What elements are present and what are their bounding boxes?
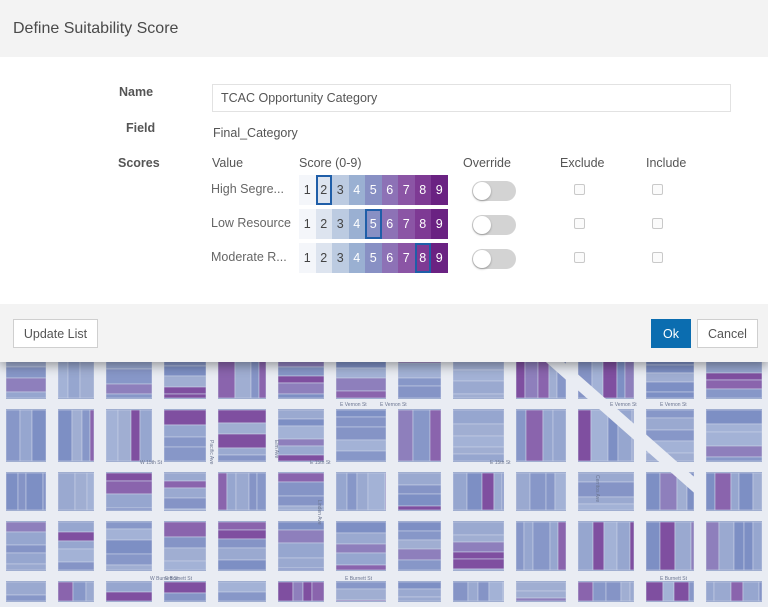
street-label: E Vernon St: [610, 402, 637, 408]
street-label: Linden Ave: [316, 500, 322, 525]
field-label: Field: [126, 121, 156, 135]
exclude-checkbox[interactable]: [574, 218, 585, 229]
row-value-label: Moderate R...: [211, 250, 287, 264]
score-option-8[interactable]: 8: [414, 175, 431, 205]
street-label: E Burnett St: [165, 576, 193, 582]
street-label: E Vernon St: [380, 402, 407, 408]
score-option-1[interactable]: 1: [299, 175, 316, 205]
street-label: Cerritos Ave: [594, 475, 600, 502]
toggle-knob: [473, 182, 491, 200]
score-option-7[interactable]: 7: [398, 175, 415, 205]
street-label: W 15th St: [140, 460, 163, 466]
street-label: E 15th St: [490, 460, 511, 466]
score-option-4[interactable]: 4: [348, 175, 365, 205]
dialog-title: Define Suitability Score: [13, 19, 179, 37]
score-option-1[interactable]: 1: [299, 243, 316, 273]
score-option-6[interactable]: 6: [381, 175, 398, 205]
override-toggle[interactable]: [472, 215, 516, 235]
row-value-label: Low Resource: [211, 216, 291, 230]
score-option-3[interactable]: 3: [332, 209, 349, 239]
row-value-label: High Segre...: [211, 182, 284, 196]
include-checkbox[interactable]: [652, 252, 663, 263]
street-label: W Burnett St: [150, 576, 179, 582]
name-input[interactable]: [212, 84, 731, 112]
exclude-checkbox[interactable]: [574, 252, 585, 263]
score-option-2[interactable]: 2: [315, 243, 332, 273]
column-header-exclude: Exclude: [560, 156, 605, 170]
column-header-score: Score (0-9): [299, 156, 362, 170]
parcel-map[interactable]: W 15th St E 15th St E 15th St E Vernon St E …: [0, 340, 768, 607]
column-header-value: Value: [212, 156, 244, 170]
score-option-6[interactable]: 6: [381, 209, 398, 239]
score-option-2[interactable]: 2: [315, 175, 332, 205]
score-option-5[interactable]: 5: [365, 209, 382, 239]
score-option-7[interactable]: 7: [398, 243, 415, 273]
suitability-score-dialog: Define Suitability Score Name Field Fina…: [0, 0, 768, 362]
field-value: Final_Category: [213, 126, 298, 140]
score-option-3[interactable]: 3: [332, 175, 349, 205]
name-label: Name: [119, 85, 154, 99]
toggle-knob: [473, 216, 491, 234]
update-list-button[interactable]: Update List: [13, 319, 98, 348]
score-option-3[interactable]: 3: [332, 243, 349, 273]
score-option-6[interactable]: 6: [381, 243, 398, 273]
score-option-2[interactable]: 2: [315, 209, 332, 239]
column-header-override: Override: [463, 156, 511, 170]
score-option-9[interactable]: 9: [431, 243, 448, 273]
include-checkbox[interactable]: [652, 218, 663, 229]
scores-label: Scores: [118, 156, 160, 170]
ok-button[interactable]: Ok: [651, 319, 691, 348]
column-header-include: Include: [646, 156, 687, 170]
score-option-4[interactable]: 4: [348, 209, 365, 239]
street-label: Elm Ave: [273, 440, 279, 458]
score-option-5[interactable]: 5: [365, 243, 382, 273]
street-label: E Burnett St: [345, 576, 373, 582]
score-option-7[interactable]: 7: [398, 209, 415, 239]
cancel-button[interactable]: Cancel: [697, 319, 758, 348]
street-label: E Vernon St: [660, 402, 687, 408]
street-label: Pacific Ave: [208, 440, 214, 465]
score-option-5[interactable]: 5: [365, 175, 382, 205]
score-option-9[interactable]: 9: [431, 209, 448, 239]
score-option-1[interactable]: 1: [299, 209, 316, 239]
street-label: E Vernon St: [340, 402, 367, 408]
dialog-body: Name Field Final_Category Scores Value S…: [0, 57, 768, 304]
street-label: E 15th St: [310, 460, 331, 466]
score-option-8[interactable]: 8: [414, 243, 431, 273]
override-toggle[interactable]: [472, 249, 516, 269]
score-option-4[interactable]: 4: [348, 243, 365, 273]
toggle-knob: [473, 250, 491, 268]
score-option-8[interactable]: 8: [414, 209, 431, 239]
street-label: E Burnett St: [660, 576, 688, 582]
exclude-checkbox[interactable]: [574, 184, 585, 195]
map-view[interactable]: W 15th St E 15th St E 15th St E Vernon St E …: [0, 340, 768, 607]
score-option-9[interactable]: 9: [431, 175, 448, 205]
include-checkbox[interactable]: [652, 184, 663, 195]
dialog-header: Define Suitability Score: [0, 0, 768, 57]
dialog-footer: Update List Ok Cancel: [0, 304, 768, 362]
override-toggle[interactable]: [472, 181, 516, 201]
